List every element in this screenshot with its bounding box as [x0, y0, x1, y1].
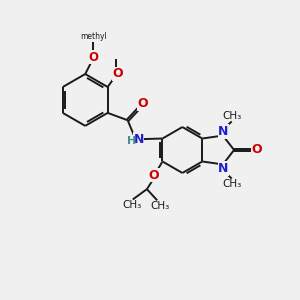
Text: N: N: [134, 133, 144, 146]
Text: methyl: methyl: [80, 32, 107, 41]
Text: O: O: [112, 67, 123, 80]
Text: O: O: [148, 169, 159, 182]
Text: CH₃: CH₃: [122, 200, 142, 210]
Text: CH₃: CH₃: [151, 201, 170, 211]
Text: N: N: [218, 125, 229, 138]
Text: CH₃: CH₃: [223, 110, 242, 121]
Text: O: O: [251, 143, 262, 157]
Text: O: O: [88, 51, 98, 64]
Text: H: H: [127, 136, 136, 146]
Text: CH₃: CH₃: [223, 179, 242, 189]
Text: N: N: [218, 162, 229, 175]
Text: O: O: [137, 97, 148, 110]
